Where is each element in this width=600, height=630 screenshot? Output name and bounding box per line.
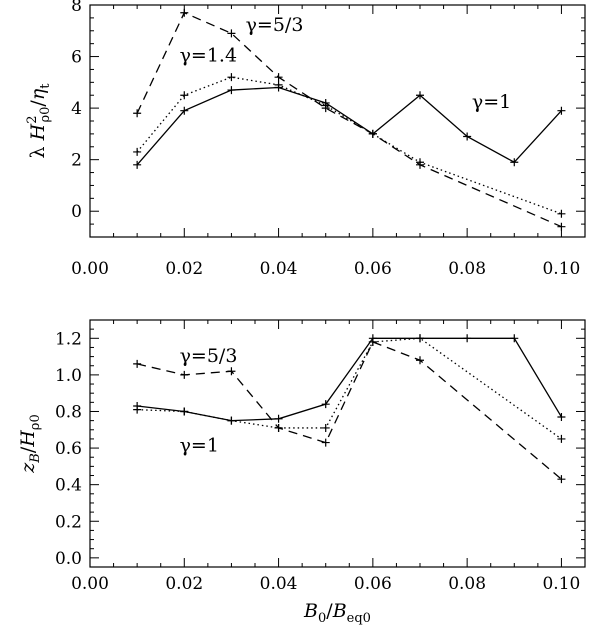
x-tick-label: 0.02 xyxy=(165,574,203,594)
data-point-marker xyxy=(368,129,377,138)
y-tick-label: 0.0 xyxy=(55,549,82,569)
y-tick-label: 4 xyxy=(71,99,82,119)
data-point-marker xyxy=(227,86,236,95)
y-tick-label: 1.2 xyxy=(55,329,82,349)
x-tick-label: 0.00 xyxy=(71,574,109,594)
data-point-marker xyxy=(274,80,283,89)
data-point-marker xyxy=(416,334,424,343)
x-tick-label: 0.04 xyxy=(260,259,298,279)
x-tick-label: 0.08 xyxy=(448,574,486,594)
x-tick-label: 0.08 xyxy=(448,259,486,279)
y-tick-label: 1.0 xyxy=(55,366,82,386)
data-point-marker xyxy=(557,106,566,115)
data-point-marker xyxy=(416,160,424,169)
data-point-marker xyxy=(227,416,236,425)
data-point-marker xyxy=(133,359,142,368)
x-tick-label: 0.02 xyxy=(165,259,203,279)
data-point-marker xyxy=(321,104,330,113)
y-tick-label: 0.4 xyxy=(55,476,82,496)
x-axis-label: B0/Beq0 xyxy=(303,600,371,626)
data-point-marker xyxy=(180,407,189,416)
data-point-marker xyxy=(557,475,566,484)
series-line-solid xyxy=(137,337,562,422)
data-point-marker xyxy=(180,8,189,17)
panel-2: 0.00 0.02 0.04 0.06 0.08 0.10 0.0 0.2 0.4 0.6 0.8 1… xyxy=(55,319,586,594)
series-annotation: γ=5/3 xyxy=(246,14,304,36)
data-point-marker xyxy=(274,423,283,432)
plot-frame xyxy=(89,4,586,238)
data-point-marker xyxy=(557,412,566,421)
data-point-marker xyxy=(321,400,330,409)
plot-frame xyxy=(89,319,586,568)
data-point-marker xyxy=(133,405,142,414)
x-tick-label: 0.06 xyxy=(354,574,392,594)
data-point-marker xyxy=(133,109,142,118)
data-point-marker xyxy=(463,334,472,343)
data-point-marker xyxy=(557,209,566,218)
y-tick-label: 2 xyxy=(71,151,82,171)
data-point-marker xyxy=(416,356,424,365)
data-point-marker xyxy=(557,222,566,231)
data-point-marker xyxy=(510,158,519,167)
series-line-dashed xyxy=(136,11,562,228)
data-point-marker xyxy=(321,438,330,447)
data-point-marker xyxy=(227,367,236,376)
x-tick-label: 0.10 xyxy=(542,574,580,594)
y-tick-label: 0 xyxy=(71,202,82,222)
y-tick-label: 6 xyxy=(71,48,82,68)
series-annotation: γ=1 xyxy=(472,91,511,113)
panel-1: 0.00 0.02 0.04 0.06 0.08 0.10 0 2 4 6 8 γ=5/3 γ=1.4 γ… xyxy=(71,0,586,279)
data-point-marker xyxy=(227,73,236,82)
y-tick-label: 8 xyxy=(71,0,82,16)
data-point-marker xyxy=(180,370,189,379)
y-tick-label: 0.2 xyxy=(55,512,82,532)
series-line-dotted xyxy=(137,337,562,440)
x-tick-label: 0.06 xyxy=(354,259,392,279)
series-line-dotted xyxy=(136,76,562,215)
x-tick-label: 0.04 xyxy=(260,574,298,594)
y-tick-label: 0.8 xyxy=(55,402,82,422)
series-line-solid xyxy=(136,86,562,166)
y-tick-label: 0.6 xyxy=(55,439,82,459)
x-tick-label: 0.00 xyxy=(71,259,109,279)
series-annotation: γ=5/3 xyxy=(180,345,238,367)
series-annotation: γ=1 xyxy=(180,435,219,457)
data-point-marker xyxy=(510,334,519,343)
data-point-marker xyxy=(368,337,377,346)
data-point-marker xyxy=(133,147,142,156)
data-point-marker xyxy=(321,423,330,432)
data-point-marker xyxy=(274,73,283,82)
series-annotation: γ=1.4 xyxy=(180,45,238,67)
data-point-marker xyxy=(180,106,189,115)
data-point-marker xyxy=(416,91,424,100)
data-point-marker xyxy=(557,434,566,443)
data-point-marker xyxy=(227,29,236,38)
data-point-marker xyxy=(463,132,472,141)
data-point-marker xyxy=(133,160,142,169)
y-axis-label-bottom: zB/Hρ0 xyxy=(17,414,43,473)
data-point-marker xyxy=(180,91,189,100)
y-axis-label-top: λ H2ρ0/ηt xyxy=(25,83,53,159)
data-point-marker xyxy=(274,414,283,423)
x-tick-label: 0.10 xyxy=(542,259,580,279)
